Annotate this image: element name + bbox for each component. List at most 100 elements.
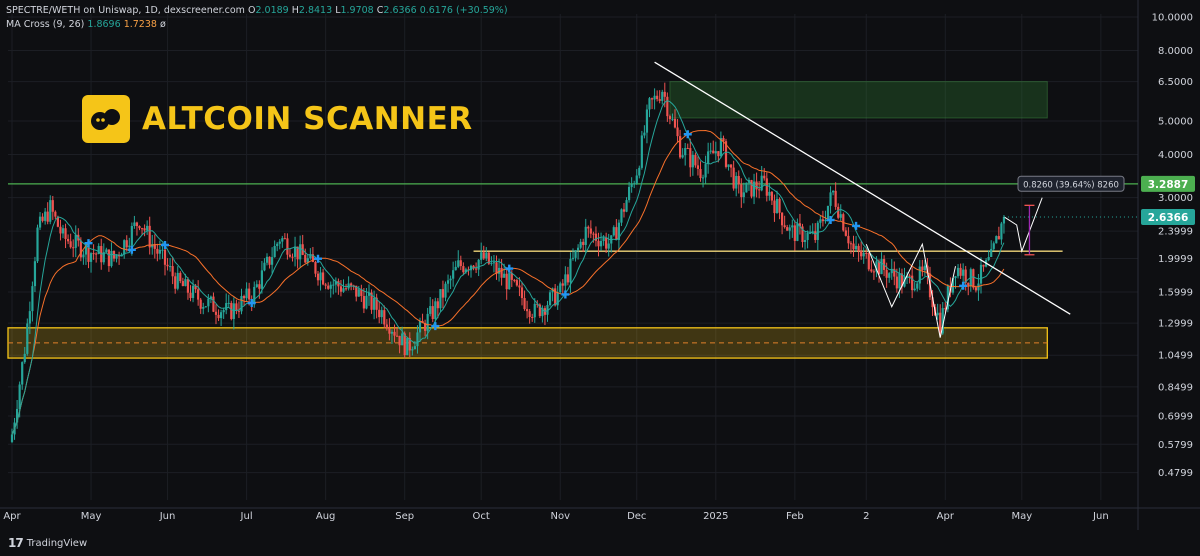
symbol-title[interactable]: SPECTRE/WETH on Uniswap, 1D, dexscreener… [6,5,245,16]
candle-body [444,283,447,298]
candle-body [628,186,631,201]
candle-body [281,238,284,242]
candle-body [798,223,802,227]
candle-body [602,237,605,242]
candle-body [916,283,919,289]
candle-body [288,254,292,257]
candle-body [574,250,577,258]
candle-body [893,268,896,277]
candle-body [194,285,197,290]
candle-body [472,265,475,269]
candle-body [332,284,335,286]
candle-body [87,244,90,262]
candle-body [597,240,600,247]
open-value: 2.0189 [255,5,289,16]
candle-body [130,225,133,246]
candle-body [956,267,960,277]
candle-body [982,264,985,267]
candle-body [666,96,669,117]
candle-body [314,262,317,274]
candle-body [648,98,651,110]
candle-body [599,241,603,247]
candle-body [503,273,506,278]
ma-cross-marker [314,254,322,263]
candle-body [707,151,710,165]
candle-body [758,189,761,191]
ma-cross-marker [852,221,861,230]
candle-body [158,249,161,254]
candle-body [110,250,113,267]
candle-body [643,132,646,136]
candle-body [41,216,44,221]
candle-body [202,306,205,309]
candle-body [890,268,893,274]
candle-body [487,252,490,264]
tradingview-logo[interactable]: 17 TradingView [8,536,87,550]
resistance-zone [669,81,1048,119]
ma-cross-marker [127,245,136,254]
candle-body [436,301,439,309]
x-tick-label: 2025 [703,511,728,522]
candle-body [900,273,904,287]
ma-fast-line [11,100,1005,435]
candle-body [995,236,998,244]
candle-body [97,245,100,255]
close-label: C [376,5,384,16]
candle-body [852,243,855,250]
candle-body [745,182,748,193]
candle-body [431,306,434,319]
candle-body [645,109,649,133]
candle-body [89,253,93,262]
candle-body [265,256,269,263]
candle-body [452,270,455,279]
level-price-text: 3.2887 [1148,179,1189,191]
candle-body [378,309,381,318]
descending-trendline [654,61,1071,315]
candle-body [434,301,437,319]
candle-body [1002,217,1006,224]
candle-body [128,245,131,248]
candle-body [724,141,728,167]
candle-body [148,225,151,248]
candle-body [793,225,796,241]
candle-body [781,212,784,226]
candle-body [220,312,223,319]
candle-body [495,262,498,274]
candle-body [344,288,348,290]
candle-body [880,259,883,275]
indicator-line: MA Cross (9, 26) 1.8696 1.7238 ø [6,18,508,32]
candle-body [375,297,378,310]
candle-body [306,258,309,263]
change-value: 0.6176 (+30.59%) [419,5,508,16]
candle-body [740,184,743,198]
candle-body [59,226,62,234]
y-tick-label: 2.3999 [1158,227,1193,238]
candle-body [638,167,641,176]
candle-body [676,127,679,137]
candle-body [888,273,891,278]
x-tick-label: Jul [240,511,253,522]
candle-body [64,228,67,239]
candle-body [413,346,416,350]
indicator-title[interactable]: MA Cross (9, 26) [6,19,85,30]
candle-body [737,175,740,185]
candle-body [954,276,957,279]
candle-body [824,219,827,222]
candle-body [566,274,569,283]
y-tick-label: 1.9999 [1158,254,1193,265]
candle-body [316,273,320,281]
candle-body [620,209,623,223]
candle-body [424,323,427,331]
candle-body [95,253,98,255]
candle-body [839,214,842,218]
candle-body [72,247,75,249]
y-tick-label: 10.0000 [1152,12,1193,23]
low-label: L [335,5,341,16]
candle-body [582,241,585,245]
candle-body [829,192,832,206]
candle-body [319,272,322,281]
candle-body [770,191,773,201]
candle-body [571,257,575,259]
